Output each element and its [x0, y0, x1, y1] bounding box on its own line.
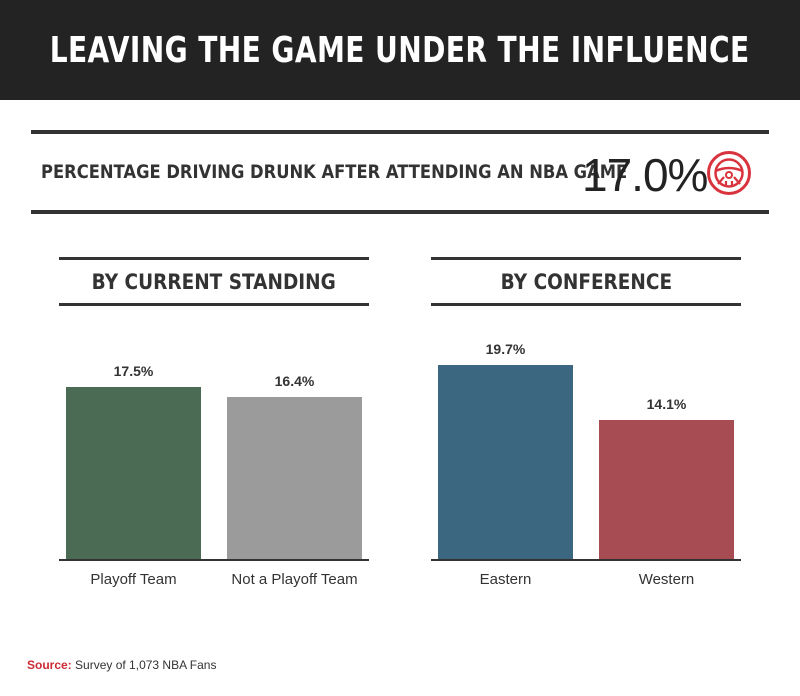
summary-top-rule	[31, 130, 769, 134]
chart1-title: BY CURRENT STANDING	[59, 270, 369, 294]
source-text: Survey of 1,073 NBA Fans	[75, 658, 217, 672]
chart1-title-bottom-rule	[59, 303, 369, 306]
chart2-title-text: BY CONFERENCE	[500, 270, 672, 294]
category-label: Playoff Team	[90, 571, 177, 588]
summary-value: 17.0%	[582, 149, 708, 201]
bar-value-label: 17.5%	[113, 362, 154, 379]
bar-playoff-team	[66, 386, 201, 559]
summary-label: PERCENTAGE DRIVING DRUNK AFTER ATTENDING…	[41, 161, 628, 183]
chart2-title-bottom-rule	[431, 303, 741, 306]
page-title: LEAVING THE GAME UNDER THE INFLUENCE	[50, 29, 750, 71]
category-label: Not a Playoff Team	[231, 571, 358, 588]
chart1-title-text: BY CURRENT STANDING	[91, 270, 337, 294]
source-label: Source:	[27, 658, 72, 672]
chart1-title-top-rule	[59, 257, 369, 260]
category-label: Western	[638, 571, 695, 588]
chart2-baseline	[431, 559, 741, 561]
summary-bottom-rule	[31, 210, 769, 214]
chart2-title-top-rule	[431, 257, 741, 260]
bar-not-a-playoff-team	[227, 397, 362, 559]
bar-value-label: 19.7%	[485, 340, 526, 357]
source-note: Source: Survey of 1,073 NBA Fans	[27, 658, 216, 672]
steering-wheel-icon	[707, 151, 751, 195]
category-label: Eastern	[479, 571, 532, 588]
bar-western	[599, 420, 734, 559]
bar-value-label: 16.4%	[274, 373, 315, 390]
bar-eastern	[438, 364, 573, 559]
bar-value-label: 14.1%	[646, 396, 687, 413]
chart2-title: BY CONFERENCE	[431, 270, 741, 294]
header-banner: LEAVING THE GAME UNDER THE INFLUENCE	[0, 0, 800, 100]
chart1-baseline	[59, 559, 369, 561]
